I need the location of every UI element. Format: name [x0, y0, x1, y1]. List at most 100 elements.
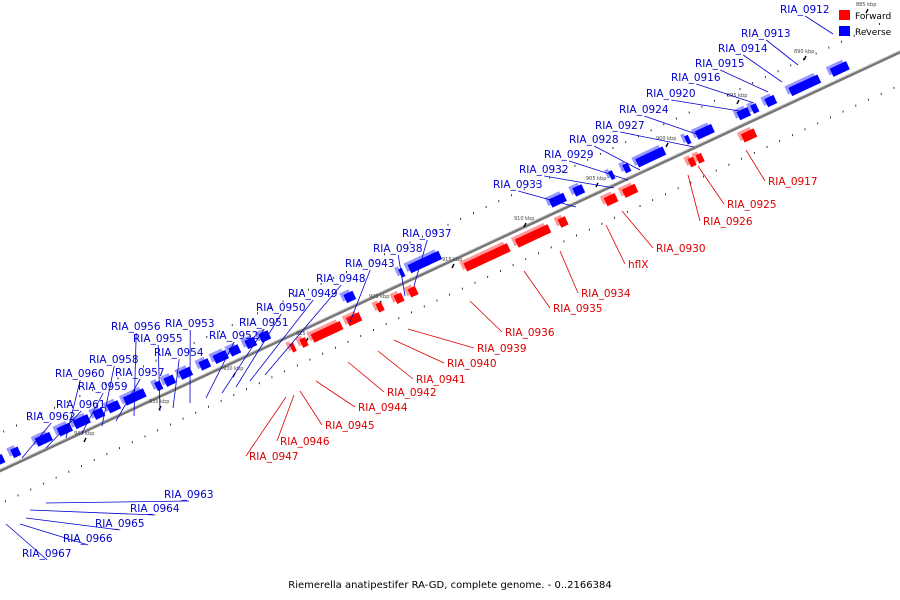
rev-gene-label[interactable]: RIA_0916 — [671, 72, 721, 84]
rev-gene-label[interactable]: RIA_0960 — [55, 368, 105, 380]
gene-forward-face — [289, 342, 297, 353]
fwd-gene-label[interactable]: RIA_0941 — [416, 374, 466, 386]
gene-forward — [371, 300, 385, 313]
rev-gene-label[interactable]: RIA_0943 — [345, 258, 395, 270]
fwd-leader-line — [523, 270, 551, 309]
gene-forward-face — [393, 292, 405, 305]
rev-leader-line — [235, 313, 282, 388]
tick-label: 905 kbp — [586, 176, 606, 182]
rev-gene-label[interactable]: RIA_0964 — [130, 503, 180, 515]
fwd-leader-line — [621, 210, 654, 249]
gene-forward-face — [740, 128, 758, 143]
gene-reverse-face — [244, 336, 258, 350]
rev-leader-line — [29, 509, 156, 516]
rev-gene-label[interactable]: RIA_0914 — [718, 43, 768, 55]
rev-gene-label[interactable]: RIA_0927 — [595, 120, 645, 132]
rev-gene-label[interactable]: RIA_0912 — [780, 4, 830, 16]
rev-gene-label[interactable]: RIA_0929 — [544, 149, 594, 161]
gene-reverse-face — [163, 374, 177, 387]
fwd-gene-label[interactable]: RIA_0945 — [325, 420, 375, 432]
rev-leader-line — [45, 410, 82, 449]
rev-gene-label[interactable]: RIA_0959 — [78, 381, 128, 393]
rev-gene-label[interactable]: RIA_0958 — [89, 354, 139, 366]
rev-gene-label[interactable]: RIA_0951 — [239, 317, 289, 329]
rev-gene-label[interactable]: RIA_0957 — [115, 367, 165, 379]
gene-forward-face — [463, 243, 511, 272]
rev-gene-label[interactable]: RIA_0913 — [741, 28, 791, 40]
fwd-gene-label[interactable]: RIA_0944 — [358, 402, 408, 414]
gene-forward — [553, 214, 569, 228]
gene-forward-face — [695, 152, 705, 164]
rev-leader-line — [65, 379, 81, 439]
gene-reverse — [618, 161, 632, 174]
fwd-gene-label[interactable]: RIA_0925 — [727, 199, 777, 211]
fwd-gene-label[interactable]: RIA_0940 — [447, 358, 497, 370]
tick-mark — [803, 55, 807, 61]
fwd-gene-label[interactable]: RIA_0942 — [387, 387, 437, 399]
fwd-leader-line — [276, 394, 295, 442]
gene-reverse-face — [622, 162, 632, 174]
fwd-gene-label[interactable]: RIA_0947 — [249, 451, 299, 463]
rev-gene-label[interactable]: RIA_0954 — [154, 347, 204, 359]
rev-gene-label[interactable]: RIA_0938 — [373, 243, 423, 255]
fwd-gene-label[interactable]: RIA_0934 — [581, 288, 631, 300]
gene-forward-face — [514, 224, 552, 248]
rev-gene-label[interactable]: RIA_0956 — [111, 321, 161, 333]
rev-gene-label[interactable]: RIA_0937 — [402, 228, 452, 240]
rev-gene-label[interactable]: RIA_0963 — [164, 489, 214, 501]
gene-reverse-face — [694, 123, 715, 140]
gene-forward — [285, 341, 297, 353]
gene-reverse — [690, 122, 715, 140]
genome-axis — [0, 50, 900, 473]
rev-gene-label[interactable]: RIA_0949 — [288, 288, 338, 300]
rev-leader-line — [742, 54, 783, 83]
rev-gene-label[interactable]: RIA_0915 — [695, 58, 745, 70]
fwd-gene-label[interactable]: RIA_0936 — [505, 327, 555, 339]
gene-reverse — [680, 133, 692, 145]
fwd-gene-label[interactable]: RIA_0939 — [477, 343, 527, 355]
tick-label: 910 kbp — [514, 216, 534, 222]
rev-gene-label[interactable]: RIA_0966 — [63, 533, 113, 545]
gene-reverse — [68, 412, 91, 430]
rev-leader-line — [644, 115, 703, 137]
rev-gene-label[interactable]: RIA_0962 — [26, 411, 76, 423]
rev-gene-label[interactable]: RIA_0952 — [209, 330, 259, 342]
fwd-leader-line — [347, 361, 385, 393]
rev-gene-label[interactable]: RIA_0932 — [519, 164, 569, 176]
tick-mark — [83, 437, 87, 443]
gene-reverse-face — [764, 94, 778, 108]
fwd-gene-label[interactable]: RIA_0935 — [553, 303, 603, 315]
fwd-gene-label[interactable]: RIA_0926 — [703, 216, 753, 228]
gene-reverse-face — [72, 414, 91, 430]
rev-gene-label[interactable]: RIA_0924 — [619, 104, 669, 116]
rev-gene-label[interactable]: RIA_0933 — [493, 179, 543, 191]
fwd-gene-label[interactable]: RIA_0930 — [656, 243, 706, 255]
rev-leader-line — [133, 332, 137, 417]
rev-gene-label[interactable]: RIA_0928 — [569, 134, 619, 146]
gene-forward-face — [375, 301, 385, 313]
gene-reverse-face — [398, 267, 406, 278]
tick-mark — [865, 8, 869, 14]
rev-leader-line — [157, 344, 161, 412]
rev-gene-label[interactable]: RIA_0961 — [56, 399, 106, 411]
tick-label: 920 kbp — [369, 294, 389, 300]
rev-gene-label[interactable]: RIA_0920 — [646, 88, 696, 100]
rev-gene-label[interactable]: RIA_0953 — [165, 318, 215, 330]
rev-gene-label[interactable]: RIA_0955 — [133, 333, 183, 345]
rev-gene-label[interactable]: RIA_0948 — [316, 273, 366, 285]
fwd-leader-line — [407, 328, 475, 349]
gene-reverse-top — [680, 133, 688, 144]
gene-forward-face — [345, 312, 363, 327]
fwd-gene-label[interactable]: hflX — [628, 259, 648, 271]
rev-gene-label[interactable]: RIA_0965 — [95, 518, 145, 530]
gene-reverse-face — [829, 61, 850, 77]
tick-label: 900 kbp — [656, 136, 676, 142]
fwd-gene-label[interactable]: RIA_0946 — [280, 436, 330, 448]
gene-forward-face — [603, 193, 619, 207]
rev-gene-label[interactable]: RIA_0950 — [256, 302, 306, 314]
fwd-gene-label[interactable]: RIA_0917 — [768, 176, 818, 188]
rev-gene-label[interactable]: RIA_0967 — [22, 548, 72, 560]
fwd-leader-line — [245, 396, 287, 457]
gene-reverse — [240, 335, 258, 350]
